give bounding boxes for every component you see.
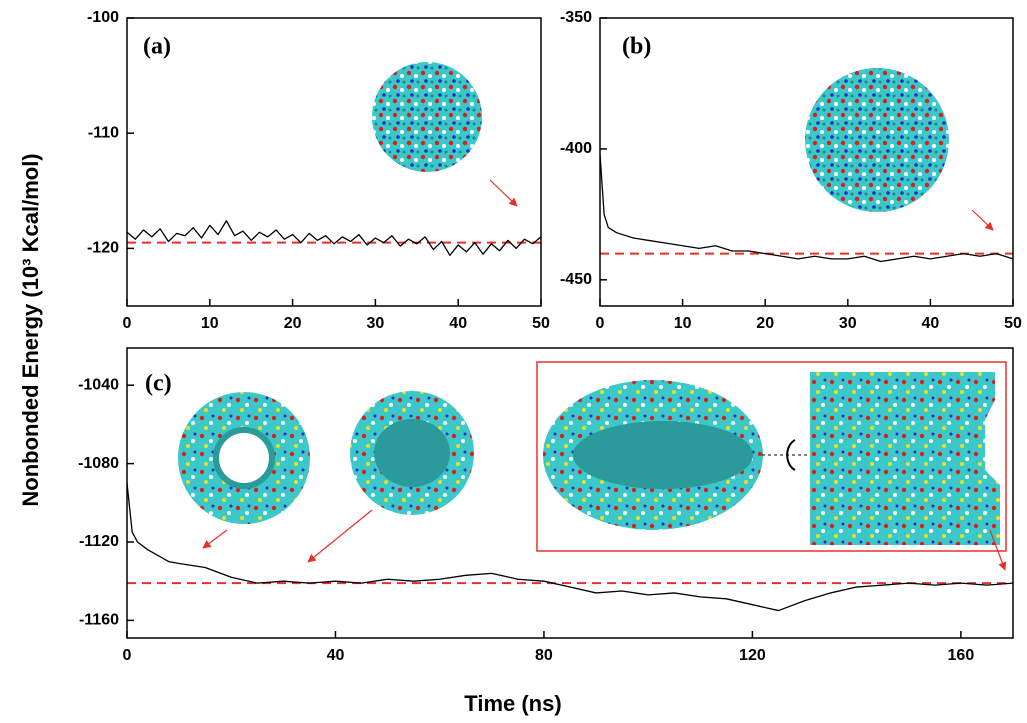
x-tick-label: 40 bbox=[922, 315, 940, 332]
x-tick-label: 20 bbox=[284, 315, 302, 332]
data-line bbox=[600, 154, 1013, 263]
panel: 0 10 20 30 40 50 -100 -110 -120 (a) bbox=[87, 9, 550, 332]
x-tick-label: 10 bbox=[201, 315, 219, 332]
x-tick-label: 160 bbox=[948, 647, 975, 664]
y-tick-label: -120 bbox=[87, 240, 119, 257]
panel-label: (c) bbox=[145, 371, 172, 397]
x-tick-label: 10 bbox=[674, 315, 692, 332]
x-tick-label: 0 bbox=[123, 647, 132, 664]
x-tick-label: 40 bbox=[449, 315, 467, 332]
y-tick-label: -100 bbox=[87, 9, 119, 26]
x-tick-label: 30 bbox=[367, 315, 385, 332]
data-line bbox=[127, 220, 541, 256]
arrow bbox=[307, 509, 373, 563]
x-tick-label: 0 bbox=[596, 315, 605, 332]
plot-area bbox=[600, 154, 1013, 263]
x-tick-label: 80 bbox=[535, 647, 553, 664]
highlight-box bbox=[536, 361, 1007, 552]
x-tick-label: 50 bbox=[532, 315, 550, 332]
arrow bbox=[989, 529, 1007, 571]
x-tick-label: 120 bbox=[739, 647, 766, 664]
arrow bbox=[971, 209, 994, 231]
molecule-core bbox=[213, 427, 275, 489]
illustrations bbox=[178, 62, 1007, 571]
rotation-arrow bbox=[786, 439, 796, 471]
plot-area bbox=[127, 483, 1013, 612]
x-tick-label: 30 bbox=[839, 315, 857, 332]
x-tick-label: 40 bbox=[327, 647, 345, 664]
molecule-core bbox=[374, 419, 450, 487]
molecule-image bbox=[810, 372, 1000, 545]
arrow bbox=[202, 529, 228, 549]
arrow bbox=[489, 179, 518, 207]
panel: 0 40 80 120 160 -1040 -1080 -1120 -1160 (c) bbox=[78, 347, 1014, 664]
molecule-image bbox=[372, 62, 482, 172]
x-tick-label: 50 bbox=[1004, 315, 1022, 332]
y-tick-label: -110 bbox=[88, 124, 119, 141]
plot-frame bbox=[126, 347, 1014, 639]
y-axis-label: Nonbonded Energy (10³ Kcal/mol) bbox=[18, 153, 43, 506]
y-tick-label: -350 bbox=[560, 9, 592, 26]
x-tick-label: 0 bbox=[123, 315, 132, 332]
panel-label: (a) bbox=[143, 34, 171, 60]
molecule-core bbox=[573, 421, 753, 489]
plot-area bbox=[127, 220, 541, 256]
panel-label: (b) bbox=[622, 34, 651, 60]
y-tick-label: -450 bbox=[560, 271, 592, 288]
y-tick-label: -1040 bbox=[78, 376, 119, 393]
x-tick-label: 20 bbox=[756, 315, 774, 332]
y-tick-label: -1120 bbox=[79, 533, 119, 550]
plot-frame bbox=[126, 17, 542, 307]
y-tick-label: -1080 bbox=[78, 455, 119, 472]
panel: 0 10 20 30 40 50 -350 -400 -450 (b) bbox=[560, 9, 1022, 332]
molecule-image bbox=[805, 68, 949, 212]
y-tick-label: -1160 bbox=[79, 612, 119, 629]
x-axis-label: Time (ns) bbox=[464, 691, 561, 716]
plot-frame bbox=[599, 17, 1014, 307]
y-tick-label: -400 bbox=[560, 140, 592, 157]
data-line bbox=[127, 483, 1013, 612]
